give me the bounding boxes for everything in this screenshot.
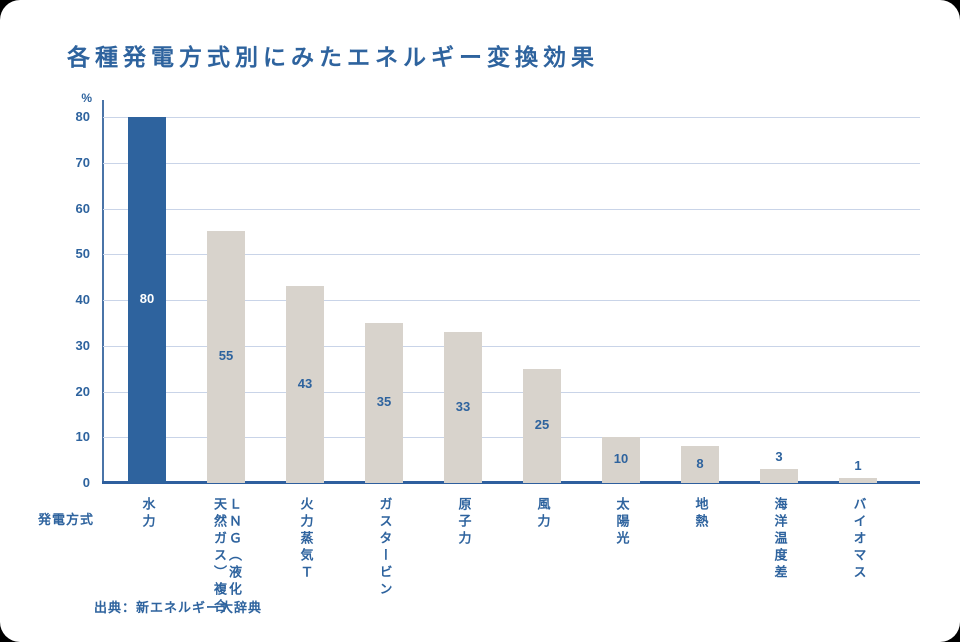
category-label-text: 火力蒸気Ｔ bbox=[298, 497, 314, 582]
bar-9 bbox=[839, 478, 877, 483]
category-label-8: 海洋温度差 bbox=[724, 497, 834, 582]
y-axis-tick-20: 20 bbox=[75, 383, 90, 399]
category-label-5: 風力 bbox=[487, 497, 597, 531]
x-axis-line bbox=[102, 481, 920, 484]
category-label-0: 水力 bbox=[92, 497, 202, 531]
category-label-1: ＬＮＧ（液化 天然ガス）複合 bbox=[171, 497, 281, 616]
gridline-60 bbox=[103, 208, 920, 210]
plot-area: 80 55 43 35 33 25 10 8 3 1 bbox=[103, 117, 920, 483]
bar-value-0: 80 bbox=[139, 291, 155, 306]
category-label-text: 風力 bbox=[535, 497, 551, 531]
category-label-text: 地熱 bbox=[693, 497, 709, 531]
category-label-text: 太陽光 bbox=[614, 497, 630, 548]
category-label-text: バイオマス bbox=[851, 497, 867, 582]
gridline-50 bbox=[103, 254, 920, 256]
bar-3 bbox=[365, 322, 403, 483]
gridline-30 bbox=[103, 345, 920, 347]
y-axis-unit-label: % bbox=[81, 91, 92, 105]
category-label-text: ガスタービン bbox=[377, 497, 393, 599]
y-axis-tick-60: 60 bbox=[75, 200, 90, 216]
y-axis-tick-50: 50 bbox=[75, 246, 90, 262]
y-axis-tick-40: 40 bbox=[75, 292, 90, 307]
gridline-40 bbox=[103, 300, 920, 301]
bar-value-5: 25 bbox=[534, 416, 550, 432]
bar-value-4: 33 bbox=[455, 398, 471, 414]
bar-1 bbox=[207, 231, 245, 483]
category-label-text: ＬＮＧ（液化 天然ガス）複合 bbox=[212, 497, 242, 616]
y-axis-tick-0: 0 bbox=[82, 475, 90, 490]
category-label-7: 地熱 bbox=[645, 497, 755, 531]
x-axis-category-labels: 水力 ＬＮＧ（液化 天然ガス）複合 火力蒸気Ｔ ガスタービン 原子力 風力 太陽光 地熱 海洋温… bbox=[103, 497, 920, 617]
gridline-10 bbox=[103, 437, 920, 439]
chart-title: 各種発電方式別にみたエネルギー変換効果 bbox=[67, 44, 599, 70]
bar-value-2: 43 bbox=[297, 375, 313, 391]
category-label-text: 原子力 bbox=[456, 497, 472, 548]
y-axis-tick-10: 10 bbox=[75, 429, 90, 445]
bar-8 bbox=[760, 469, 798, 483]
bar-value-8: 3 bbox=[775, 449, 783, 465]
bar-2 bbox=[286, 286, 324, 483]
category-label-9: バイオマス bbox=[803, 497, 913, 582]
gridline-20 bbox=[103, 391, 920, 393]
y-axis-line bbox=[102, 100, 104, 484]
category-label-3: ガスタービン bbox=[329, 497, 439, 599]
bar-5 bbox=[523, 368, 561, 483]
category-label-text: 海洋温度差 bbox=[772, 497, 788, 582]
bar-value-7: 8 bbox=[696, 455, 704, 471]
bar-7 bbox=[681, 446, 719, 483]
bar-value-3: 35 bbox=[376, 393, 392, 409]
y-axis-tick-70: 70 bbox=[75, 154, 90, 170]
y-axis-tick-80: 80 bbox=[75, 109, 90, 124]
bar-value-1: 55 bbox=[218, 348, 234, 364]
bar-value-6: 10 bbox=[613, 451, 629, 467]
category-label-text: 水力 bbox=[140, 497, 156, 531]
bar-4 bbox=[444, 332, 482, 483]
gridline-70 bbox=[103, 162, 920, 164]
category-label-2: 火力蒸気Ｔ bbox=[250, 497, 360, 582]
category-label-4: 原子力 bbox=[408, 497, 518, 548]
gridline-80 bbox=[103, 117, 920, 118]
bar-6 bbox=[602, 437, 640, 483]
x-axis-title: 発電方式 bbox=[38, 512, 95, 527]
source-note: 出典：新エネルギー大辞典 bbox=[94, 600, 263, 615]
y-axis-tick-30: 30 bbox=[75, 337, 90, 353]
bar-0 bbox=[128, 117, 166, 483]
bar-value-9: 1 bbox=[854, 458, 862, 474]
category-label-6: 太陽光 bbox=[566, 497, 676, 548]
